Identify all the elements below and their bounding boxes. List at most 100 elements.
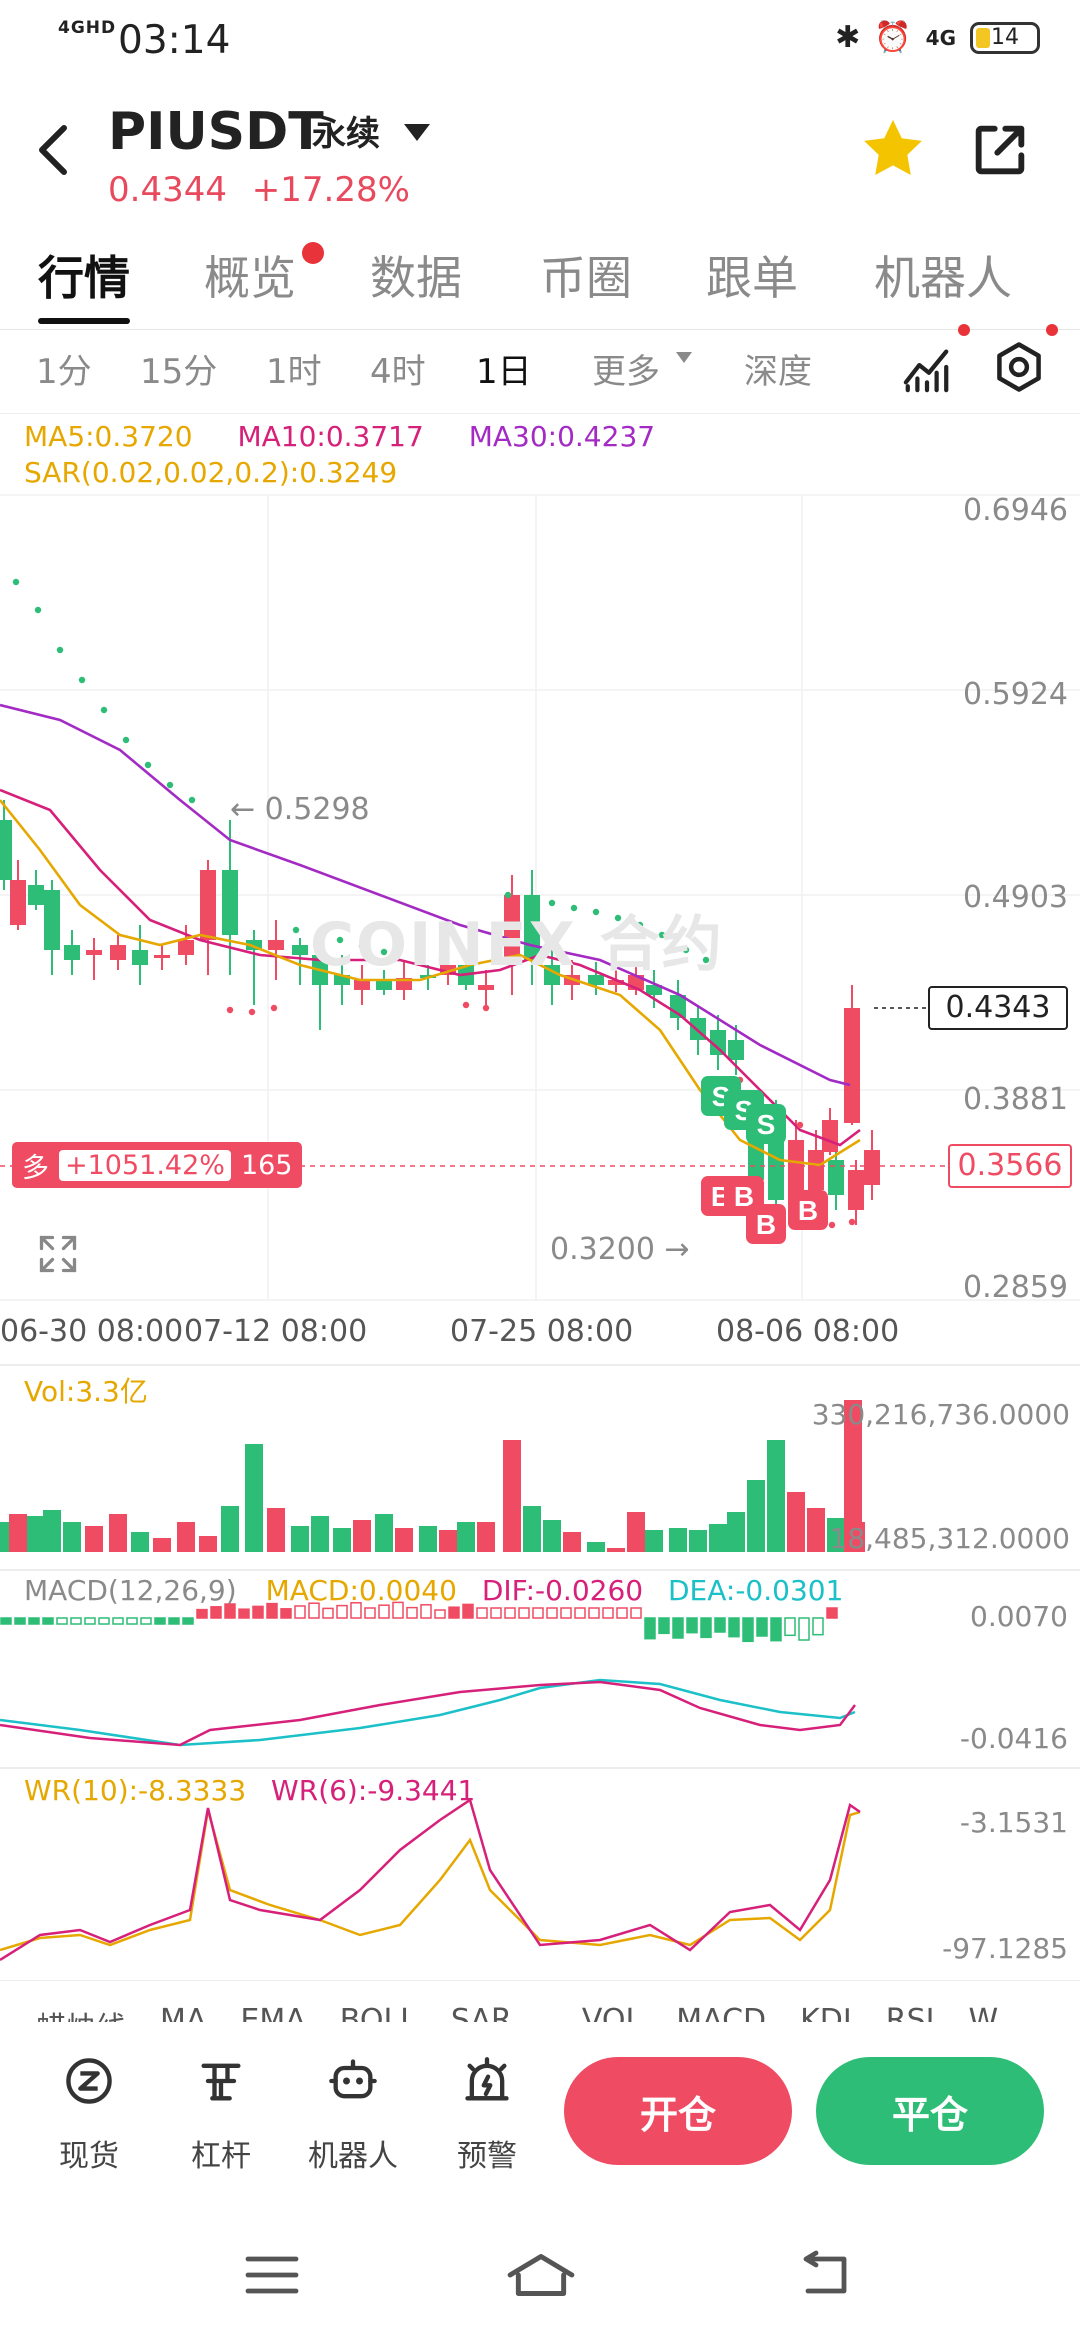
- position-badge[interactable]: 多 +1051.42% 165: [12, 1142, 303, 1188]
- macd-bar: [672, 1617, 684, 1639]
- battery-icon: 14: [970, 21, 1040, 54]
- status-bar: 4GHD 03:14 ✱ ⏰ 4G 14: [0, 0, 1080, 84]
- candle-body: [200, 870, 216, 940]
- volume-bar: [221, 1506, 239, 1552]
- volume-bar: [827, 1518, 845, 1552]
- position-leverage: 165: [240, 1149, 293, 1181]
- interval-1d[interactable]: 1日: [476, 352, 532, 392]
- indicator-tab[interactable]: W: [968, 2003, 999, 2022]
- chevron-down-icon[interactable]: [676, 352, 692, 363]
- ma30-value: MA30:0.4237: [468, 420, 656, 453]
- volume-bar: [709, 1524, 727, 1552]
- candle-body: [376, 980, 392, 990]
- volume-bar: [587, 1542, 605, 1552]
- macd-bar: [560, 1607, 572, 1619]
- sar-dot: [314, 931, 322, 939]
- fullscreen-icon[interactable]: [36, 1232, 80, 1276]
- price-change: +17.28%: [251, 170, 410, 210]
- macd-bar: [378, 1604, 390, 1619]
- bluetooth-icon: ✱: [835, 20, 861, 55]
- interval-4h[interactable]: 4时: [370, 352, 426, 392]
- sar-dot: [462, 1001, 470, 1009]
- volume-bar: [563, 1532, 581, 1552]
- dif-line: [0, 1680, 856, 1747]
- nav-margin[interactable]: 杠杆: [166, 2055, 276, 2175]
- candle-body: [154, 955, 170, 958]
- indicator-tab[interactable]: VOL: [581, 2003, 643, 2022]
- indicator-tab[interactable]: 蜡烛线: [36, 2003, 126, 2022]
- tab-bots[interactable]: 机器人: [874, 251, 1012, 305]
- nav-alert[interactable]: 预警: [432, 2055, 542, 2175]
- back-nav-icon[interactable]: [796, 2250, 852, 2300]
- nav-spot[interactable]: 现货: [34, 2055, 144, 2175]
- interval-depth[interactable]: 深度: [744, 352, 812, 392]
- home-icon[interactable]: [506, 2250, 576, 2300]
- macd-bar: [280, 1608, 292, 1619]
- volume-bar: [267, 1508, 285, 1552]
- network-indicator: 4GHD: [58, 18, 117, 38]
- candle-body: [864, 1150, 880, 1185]
- interval-more[interactable]: 更多: [592, 352, 660, 392]
- macd-bar: [434, 1609, 446, 1619]
- tab-market[interactable]: 行情: [38, 251, 130, 305]
- indicator-tab[interactable]: EMA: [240, 2003, 306, 2022]
- sar-dot: [248, 1008, 256, 1016]
- indicator-tab[interactable]: RSI: [885, 2003, 935, 2022]
- nav-bot[interactable]: 机器人: [298, 2055, 408, 2175]
- contract-type[interactable]: 永续: [312, 114, 380, 154]
- chevron-down-icon[interactable]: [404, 124, 430, 141]
- system-navigation: [0, 2210, 1080, 2340]
- volume-bar: [85, 1526, 103, 1552]
- macd-bar: [616, 1607, 628, 1619]
- indicator-tab[interactable]: SAR: [450, 2003, 512, 2022]
- indicator-tab[interactable]: MA: [160, 2003, 207, 2022]
- share-icon[interactable]: [968, 118, 1032, 182]
- macd-bar: [98, 1617, 110, 1625]
- candle-body: [0, 820, 12, 880]
- kline-chart[interactable]: S S SB BB B: [0, 490, 1080, 2000]
- interval-1m[interactable]: 1分: [36, 352, 92, 392]
- candle-body: [808, 1150, 824, 1190]
- interval-1h[interactable]: 1时: [266, 352, 322, 392]
- candle-body: [10, 880, 26, 925]
- macd-bar: [56, 1617, 68, 1625]
- macd-bar: [798, 1617, 810, 1641]
- candle-body: [828, 1160, 844, 1195]
- volume-bar: [245, 1444, 263, 1552]
- tab-coin-circle[interactable]: 币圈: [540, 251, 632, 305]
- sar-dot: [636, 921, 644, 929]
- macd-bar: [14, 1617, 26, 1625]
- indicator-tab[interactable]: MACD: [676, 2003, 767, 2022]
- indicator-chart-icon[interactable]: [902, 340, 952, 394]
- y-tick: 0.4903: [963, 880, 1068, 915]
- volume-bar: [177, 1522, 195, 1552]
- volume-bar: [43, 1510, 61, 1552]
- favorite-star-icon[interactable]: [858, 114, 928, 184]
- tab-overview[interactable]: 概览: [204, 251, 296, 305]
- sar-dot: [796, 1121, 804, 1129]
- back-icon[interactable]: [30, 120, 76, 180]
- x-tick: 07-12 08:00: [184, 1314, 368, 1349]
- macd-bar: [336, 1604, 348, 1619]
- tab-data[interactable]: 数据: [370, 251, 462, 305]
- macd-bar: [532, 1607, 544, 1619]
- volume-bar: [63, 1522, 81, 1552]
- ma10-line: [0, 788, 861, 1147]
- indicator-tab[interactable]: BOLL: [339, 2003, 417, 2022]
- open-position-button[interactable]: 开仓: [564, 2057, 792, 2165]
- bottom-action-bar: 现货 杠杆 机器人 预警 开仓 平仓: [0, 2035, 1080, 2205]
- close-position-button[interactable]: 平仓: [816, 2057, 1044, 2165]
- current-price-tag: 0.4343: [928, 986, 1068, 1030]
- menu-icon[interactable]: [244, 2252, 300, 2298]
- macd-bar: [112, 1617, 124, 1625]
- indicator-tab[interactable]: KDJ: [800, 2003, 852, 2022]
- symbol-title[interactable]: PIUSDT: [108, 102, 324, 162]
- interval-15m[interactable]: 15分: [140, 352, 218, 392]
- wr-axis-top: -3.1531: [959, 1806, 1068, 1839]
- settings-icon[interactable]: [992, 340, 1046, 394]
- tab-copy-trade[interactable]: 跟单: [706, 251, 798, 305]
- macd-bar: [238, 1608, 250, 1619]
- macd-bar: [700, 1617, 712, 1639]
- candle-body: [178, 940, 194, 955]
- macd-bar: [476, 1607, 488, 1619]
